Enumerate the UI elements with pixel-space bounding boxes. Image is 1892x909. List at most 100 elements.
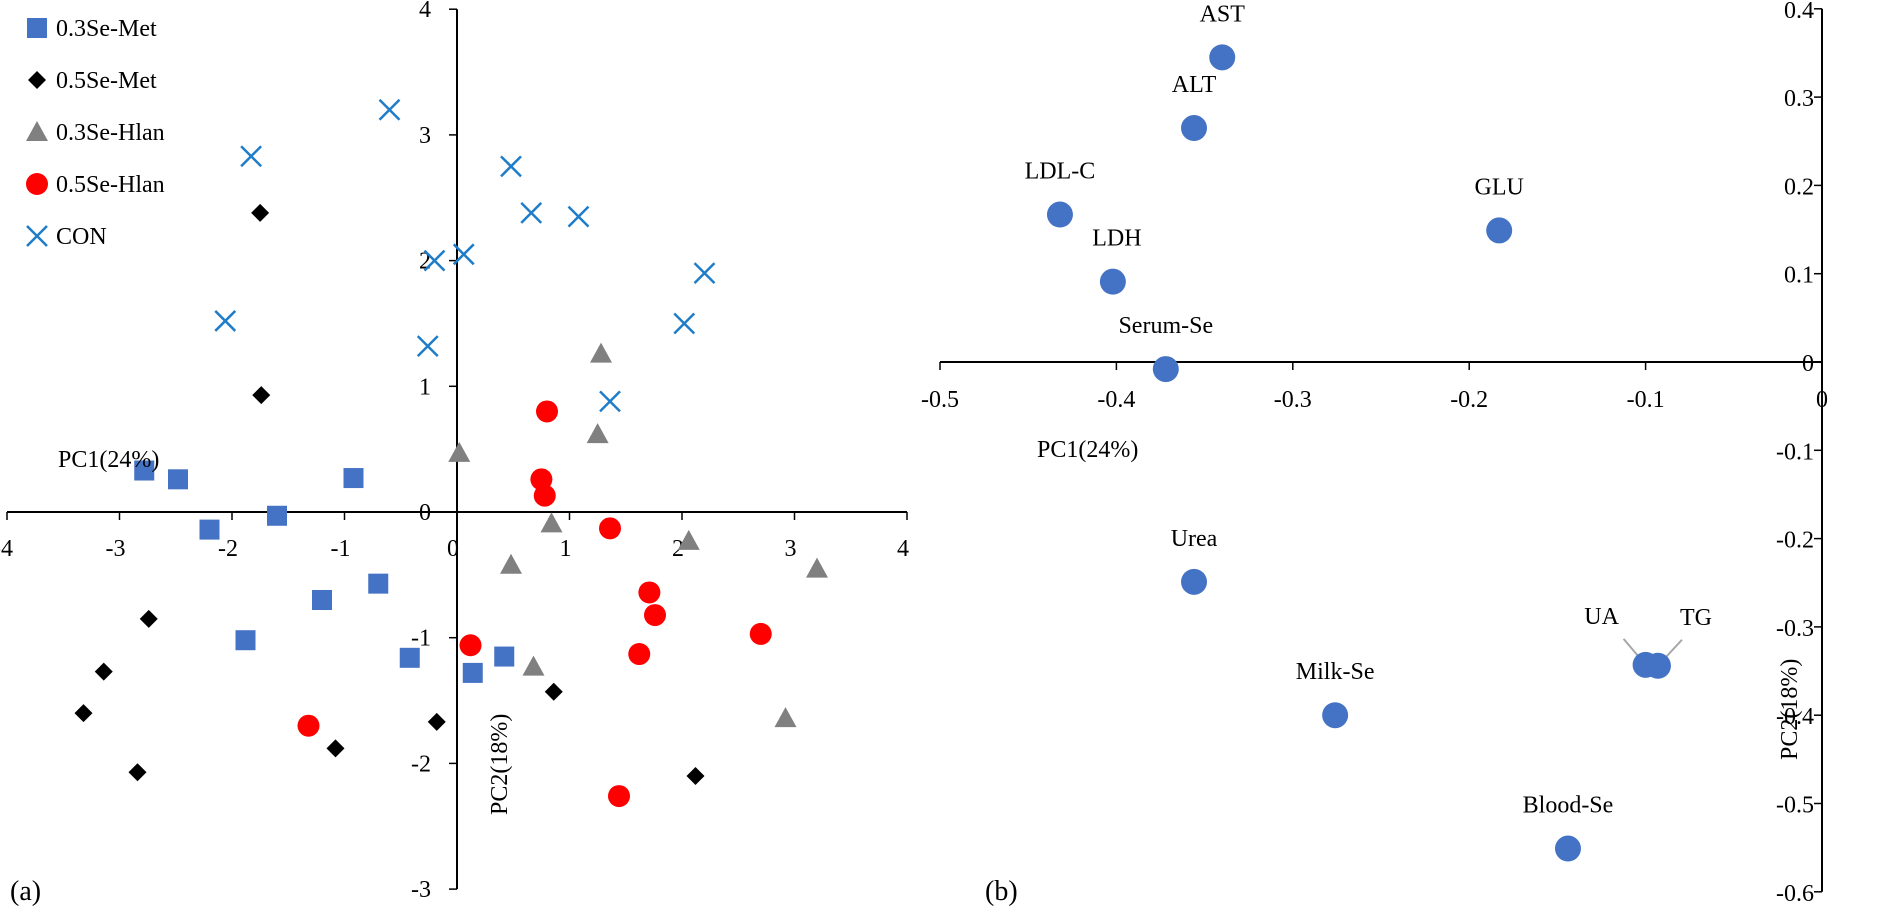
x-tick-label: -1	[331, 536, 351, 562]
data-point	[235, 630, 256, 651]
x-marker-stroke	[599, 390, 621, 413]
x-marker-stroke	[214, 310, 237, 332]
data-point	[494, 646, 515, 667]
data-point	[462, 662, 483, 683]
x-marker-stroke	[26, 225, 48, 247]
data-point	[74, 704, 93, 723]
y-tick-label: 0.1	[1784, 263, 1814, 289]
point-label: Milk-Se	[1296, 659, 1375, 685]
y-tick-label: -0.3	[1776, 616, 1814, 642]
data-point	[399, 647, 420, 668]
data-point	[448, 441, 471, 462]
data-point	[530, 468, 553, 491]
point-label: Serum-Se	[1118, 313, 1213, 339]
x-tick-label: -0.2	[1450, 387, 1488, 413]
data-point	[1644, 652, 1671, 679]
data-point	[128, 763, 147, 782]
legend-label: 0.3Se-Hlan	[56, 120, 165, 146]
data-point	[1181, 115, 1208, 142]
data-point	[774, 707, 797, 728]
data-point	[240, 145, 263, 168]
point-label: AST	[1200, 1, 1246, 27]
y-tick-label: -0.6	[1776, 881, 1814, 907]
x-marker-stroke	[500, 155, 522, 178]
point-label: Urea	[1171, 526, 1218, 552]
data-point	[806, 557, 828, 578]
data-point	[94, 662, 113, 681]
x-marker-stroke	[673, 312, 696, 335]
data-point	[522, 655, 545, 676]
data-point	[427, 712, 446, 731]
data-point	[343, 468, 364, 489]
panel-a-label: (a)	[10, 876, 41, 907]
point-label: GLU	[1475, 174, 1524, 200]
data-point	[544, 682, 563, 701]
data-point	[749, 622, 772, 645]
y-tick-label: 0	[419, 500, 431, 526]
point-label: UA	[1584, 604, 1619, 630]
panel-a-y-axis-label: PC2(18%)	[487, 714, 513, 815]
point-label: TG	[1680, 605, 1712, 631]
panel-b-label: (b)	[985, 876, 1018, 907]
data-point	[520, 201, 543, 224]
x-tick-label: -0.5	[921, 387, 959, 413]
panel-a-legend: 0.3Se-Met 0.5Se-Met 0.3Se-Hlan 0.5Se-Hlan CO…	[26, 16, 165, 250]
y-tick-label: -1	[411, 626, 431, 652]
y-tick-label: -0.4	[1776, 704, 1814, 730]
panel-b-loading-plot: -0.5 -0.4 -0.3 -0.2 -0.1 0-0.6-0.5-0.4-0.3-0.…	[921, 0, 1828, 907]
x-tick-label: 4	[897, 536, 909, 562]
panel-b-tick-labels: -0.5 -0.4 -0.3 -0.2 -0.1 0-0.6-0.5-0.4-0.3-0.…	[921, 0, 1828, 907]
data-point	[1099, 268, 1126, 295]
legend-marker	[27, 18, 47, 38]
point-label: LDH	[1092, 226, 1141, 252]
y-tick-label: 4	[419, 0, 431, 23]
x-tick-label: -0.1	[1627, 387, 1665, 413]
data-point	[590, 342, 612, 363]
data-point	[326, 739, 345, 758]
data-point	[423, 249, 446, 272]
data-point	[586, 423, 609, 444]
panel-a-points	[74, 98, 828, 808]
legend-label: 0.5Se-Met	[56, 68, 157, 94]
data-point	[1152, 356, 1179, 383]
data-point	[693, 262, 716, 285]
panel-b-x-axis-label: PC1(24%)	[1037, 437, 1138, 463]
data-point	[1046, 201, 1073, 228]
x-marker-stroke	[693, 262, 716, 285]
point-label: LDL-C	[1025, 159, 1096, 185]
y-tick-label: 0.3	[1784, 86, 1814, 112]
y-tick-label: 3	[419, 123, 431, 149]
legend-label: 0.3Se-Met	[56, 16, 157, 42]
y-tick-label: 0.2	[1784, 174, 1814, 200]
data-point	[599, 517, 621, 540]
legend-marker	[26, 173, 48, 195]
data-point	[168, 469, 188, 490]
data-point	[1181, 568, 1208, 595]
data-point	[252, 386, 271, 405]
data-point	[1322, 702, 1349, 729]
data-point	[378, 98, 401, 121]
data-point	[608, 785, 630, 808]
x-tick-label: -0.4	[1097, 387, 1135, 413]
point-label: ALT	[1172, 72, 1217, 98]
x-marker-stroke	[378, 98, 401, 121]
y-tick-label: -2	[411, 751, 431, 777]
y-tick-label: 0	[1802, 351, 1814, 377]
y-tick-label: -0.5	[1776, 793, 1814, 819]
data-point	[500, 553, 522, 574]
x-tick-label: 1	[560, 536, 572, 562]
data-point	[199, 519, 220, 540]
x-tick-label: -2	[218, 536, 238, 562]
x-marker-stroke	[520, 201, 543, 224]
data-point	[673, 312, 696, 335]
panel-b-axes	[939, 8, 1823, 893]
x-marker-stroke	[423, 249, 446, 272]
panel-a-x-axis-label: PC1(24%)	[58, 447, 159, 473]
x-tick-label: -3	[106, 536, 126, 562]
x-tick-label: -0.3	[1274, 387, 1312, 413]
data-point	[312, 589, 332, 610]
data-point	[533, 484, 556, 507]
data-point	[297, 714, 320, 737]
